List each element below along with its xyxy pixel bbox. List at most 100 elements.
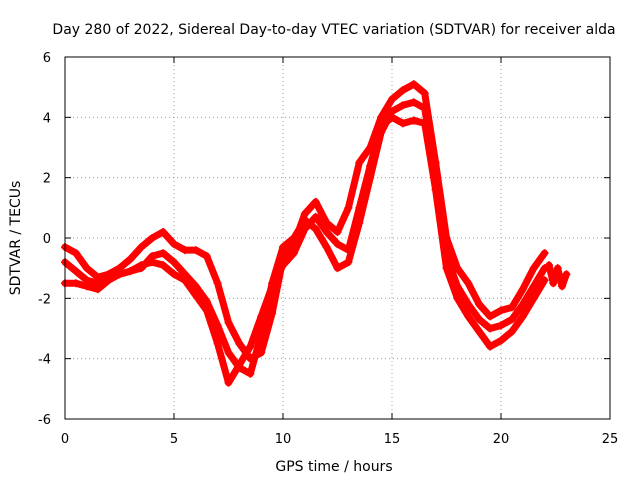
data-point — [377, 113, 386, 122]
data-point — [311, 212, 320, 221]
series-band — [61, 98, 549, 378]
data-point — [126, 255, 135, 264]
data-point — [268, 309, 277, 318]
data-point — [257, 312, 266, 321]
data-point — [71, 267, 80, 276]
data-point — [268, 282, 277, 291]
x-tick-label: 0 — [61, 432, 69, 447]
data-point — [507, 327, 516, 336]
data-point — [82, 264, 91, 273]
data-point — [420, 104, 429, 113]
data-point — [333, 227, 342, 236]
data-point — [333, 264, 342, 273]
y-tick-label: -6 — [38, 413, 51, 428]
data-point — [442, 264, 451, 273]
data-point — [344, 203, 353, 212]
data-point — [420, 119, 429, 128]
y-tick-label: 0 — [43, 232, 51, 247]
data-point — [529, 282, 538, 291]
data-point — [202, 252, 211, 261]
data-point — [518, 285, 527, 294]
x-axis-title: GPS time / hours — [275, 459, 392, 475]
data-point — [257, 330, 266, 339]
data-point — [104, 273, 113, 282]
data-point — [170, 240, 178, 249]
data-point — [311, 197, 320, 206]
data-point — [93, 279, 102, 288]
x-tick-label: 5 — [170, 432, 178, 447]
data-point — [540, 249, 549, 258]
data-point — [213, 339, 222, 348]
ticks — [64, 56, 611, 420]
data-point — [540, 276, 549, 285]
data-point — [518, 312, 527, 321]
data-point — [486, 324, 495, 333]
x-tick-label: 10 — [275, 432, 292, 447]
data-point — [191, 246, 200, 255]
data-point — [507, 303, 516, 312]
data-point — [235, 339, 244, 348]
data-point — [71, 249, 80, 258]
data-point — [497, 321, 505, 330]
data-point — [377, 122, 386, 131]
series-track-2 — [61, 98, 549, 378]
data-point — [475, 300, 484, 309]
data-point — [180, 276, 189, 285]
data-point — [464, 279, 473, 288]
data-point — [213, 279, 222, 288]
data-point — [388, 113, 396, 122]
data-point — [333, 240, 342, 249]
data-point — [464, 300, 473, 309]
data-point — [486, 342, 495, 351]
data-point — [553, 264, 562, 273]
data-point — [289, 249, 298, 258]
data-point — [355, 158, 364, 167]
y-axis-title: SDTVAR / TECUs — [8, 181, 24, 296]
y-tick-label: 6 — [43, 51, 51, 66]
data-point — [115, 270, 124, 279]
data-point — [398, 119, 407, 128]
data-point — [558, 282, 567, 291]
data-point — [475, 315, 484, 324]
data-point — [344, 246, 353, 255]
data-point — [355, 203, 364, 212]
data-point — [322, 243, 331, 252]
data-point — [409, 80, 418, 89]
y-tick-label: 2 — [43, 172, 51, 187]
data-point — [549, 279, 558, 288]
data-point — [224, 348, 233, 357]
data-point — [126, 267, 135, 276]
data-point — [224, 378, 233, 387]
data-point — [507, 315, 516, 324]
data-point — [311, 224, 320, 233]
data-point — [148, 258, 157, 267]
data-point — [344, 258, 353, 267]
data-point — [279, 243, 287, 252]
data-point — [398, 101, 407, 110]
data-point — [71, 279, 80, 288]
data-point — [529, 264, 538, 273]
y-tick-label: 4 — [43, 111, 51, 126]
data-point — [137, 243, 146, 252]
data-point — [562, 270, 571, 279]
data-point — [409, 116, 418, 125]
data-point — [246, 342, 255, 351]
data-point — [191, 291, 200, 300]
data-point — [137, 261, 146, 270]
data-point — [148, 234, 157, 242]
data-point — [518, 300, 527, 309]
data-point — [159, 227, 168, 236]
data-point — [246, 369, 255, 378]
data-point — [420, 89, 429, 98]
data-point — [159, 261, 168, 270]
data-point — [453, 264, 462, 273]
data-point — [409, 98, 418, 107]
x-tick-label: 15 — [384, 432, 401, 447]
data-point — [486, 312, 495, 321]
data-point — [170, 258, 178, 267]
data-point — [453, 294, 462, 303]
data-point — [279, 261, 287, 270]
x-tick-label: 20 — [493, 432, 510, 447]
data-point — [366, 161, 375, 170]
series-track-4 — [544, 261, 571, 291]
